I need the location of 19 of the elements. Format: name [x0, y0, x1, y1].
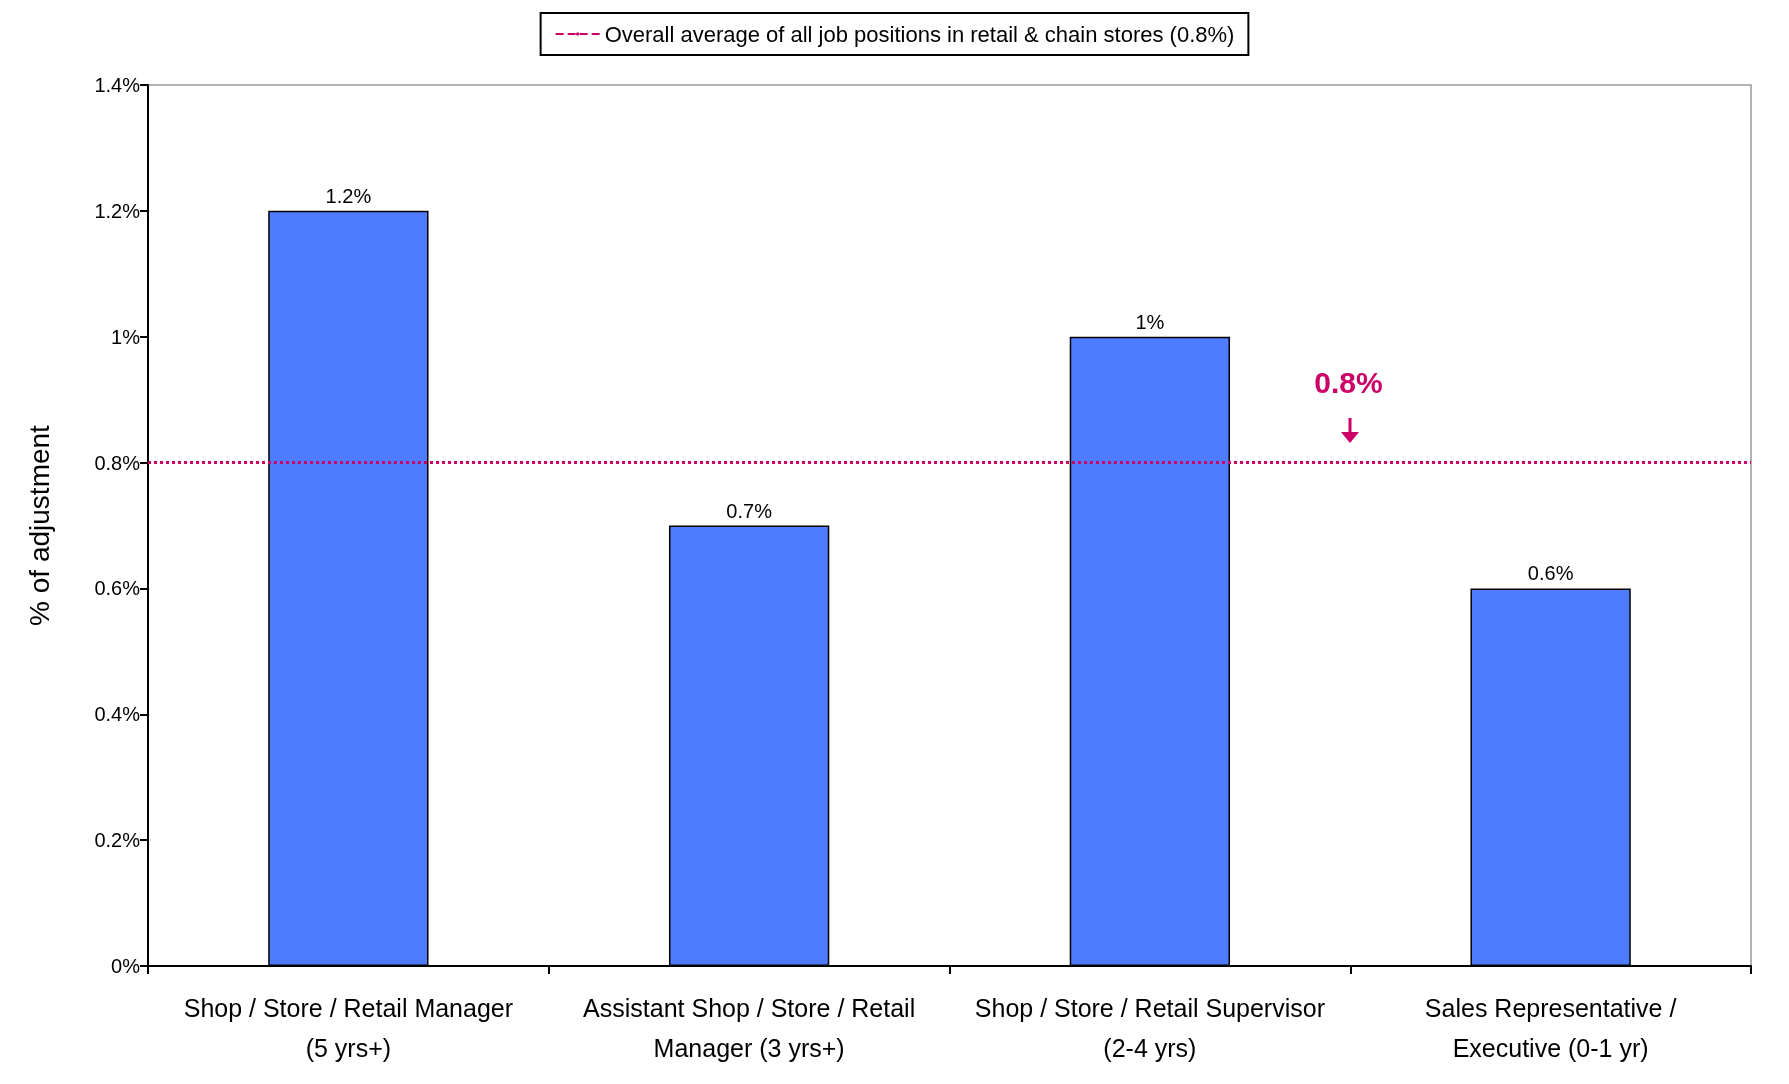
data-label: 1%	[1135, 310, 1165, 333]
annotation: 0.8%	[1314, 366, 1383, 400]
y-tick-label: 0%	[111, 955, 141, 977]
legend-label: Overall average of all job positions in retail & chain stores (0.8%)	[604, 21, 1235, 47]
data-label: 0.7%	[726, 499, 773, 522]
x-tick-label: Shop / Store / Retail Manager (5 yrs+)	[183, 994, 514, 1062]
y-tick-label: 0.8%	[94, 451, 141, 474]
y-axis-title: % of adjustment	[23, 424, 55, 626]
y-tick-label: 0.4%	[94, 703, 141, 726]
data-label: 1.2%	[325, 184, 372, 207]
y-tick-label: 1%	[111, 325, 141, 348]
data-label: 0.6%	[1527, 562, 1574, 585]
x-tick-label: Shop / Store / Retail Supervisor (2-4 yrs)	[974, 994, 1325, 1062]
y-tick-label: 1.4%	[94, 74, 141, 96]
y-tick-label: 1.2%	[94, 199, 141, 222]
x-tick-label: Assistant Shop / Store / Retail Manager (3 yrs+)	[583, 994, 916, 1062]
y-tick-label: 0.6%	[94, 577, 141, 600]
y-tick-label: 0.2%	[94, 829, 141, 852]
x-tick-label: Sales Representative / Executive (0-1 yr)	[1424, 994, 1677, 1062]
